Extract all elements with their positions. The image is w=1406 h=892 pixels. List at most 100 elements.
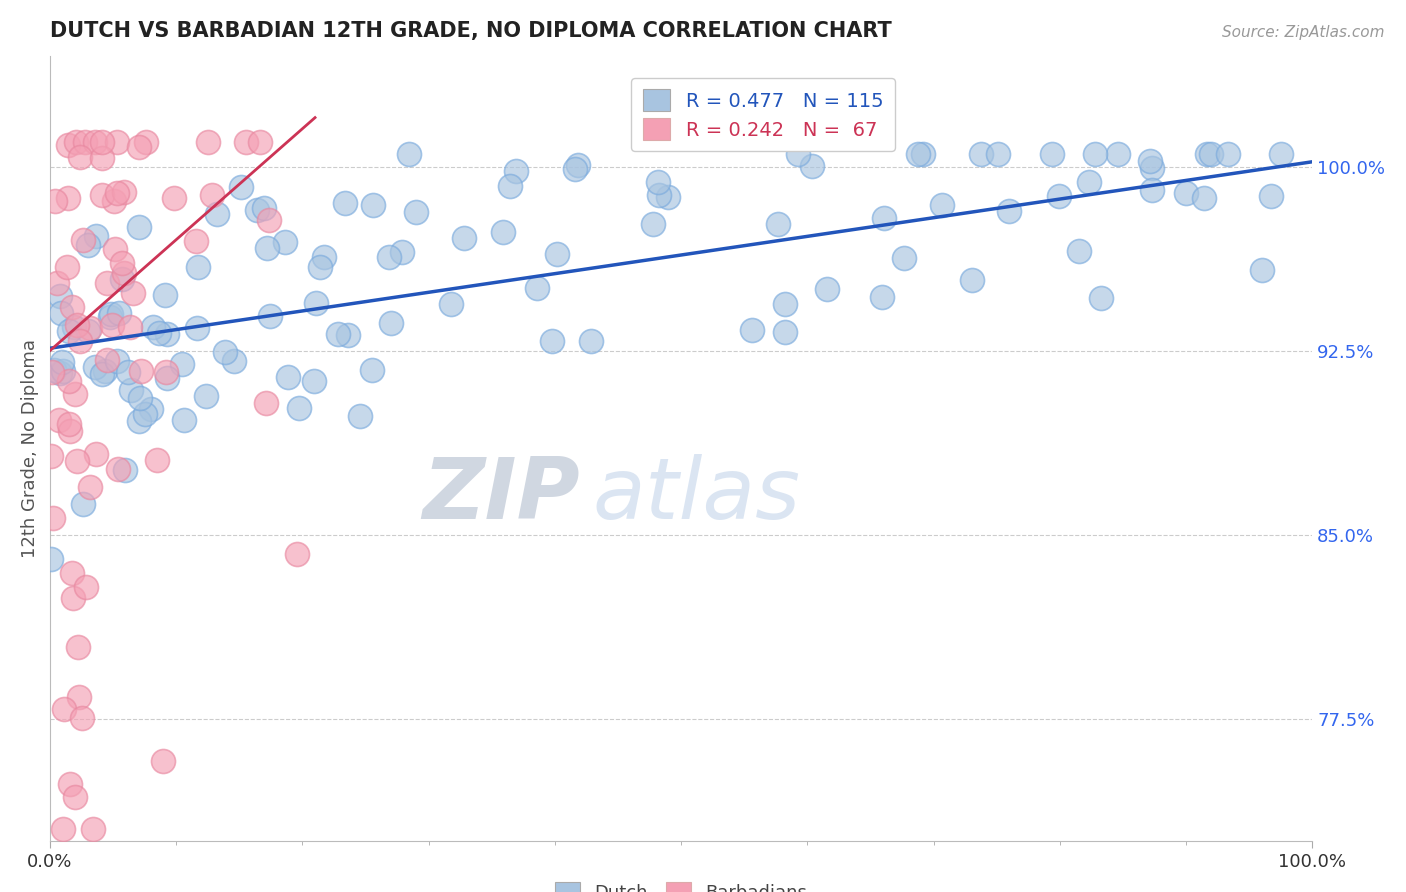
Point [259,213,281,227]
Point [98,310,121,324]
Point [1139,154,1161,169]
Point [259,309,281,323]
Point [333,195,356,210]
Point [105,353,128,368]
Point [128,139,150,153]
Point [960,273,983,287]
Point [70,711,93,725]
Point [987,147,1010,161]
Point [285,548,308,562]
Point [766,217,789,231]
Point [801,159,824,173]
Point [105,135,128,149]
Point [107,461,129,475]
Point [65,135,87,149]
Point [58,374,80,388]
Point [567,157,589,171]
Point [84,447,107,461]
Point [111,272,134,286]
Point [453,230,475,244]
Point [912,147,935,161]
Point [59,424,82,438]
Point [1069,244,1091,259]
Point [100,307,122,321]
Point [349,409,371,423]
Point [83,359,105,374]
Point [304,375,326,389]
Point [499,178,522,193]
Point [120,383,142,397]
Point [526,280,548,294]
Text: ZIP: ZIP [423,454,581,537]
Point [398,147,420,161]
Point [155,288,177,302]
Point [205,207,228,221]
Point [197,135,219,149]
Point [1107,147,1129,161]
Point [60,566,83,580]
Point [163,191,186,205]
Point [58,417,80,432]
Point [62,591,84,605]
Text: atlas: atlas [593,454,801,537]
Point [129,364,152,378]
Point [83,135,105,149]
Point [117,365,139,379]
Point [65,790,87,805]
Point [648,188,671,202]
Point [405,204,427,219]
Point [1140,183,1163,197]
Point [141,401,163,416]
Point [156,370,179,384]
Point [380,316,402,330]
Point [187,260,209,275]
Point [120,320,142,334]
Point [1195,147,1218,161]
Point [1194,191,1216,205]
Point [96,276,118,290]
Point [1270,147,1292,161]
Point [129,391,152,405]
Point [41,450,63,464]
Point [135,135,157,149]
Point [105,186,128,200]
Point [76,324,98,338]
Point [1090,291,1112,305]
Point [546,247,568,261]
Point [58,324,80,338]
Point [101,318,124,333]
Point [134,407,156,421]
Point [51,355,73,369]
Point [69,150,91,164]
Point [91,187,114,202]
Point [75,580,97,594]
Point [1077,175,1099,189]
Point [82,822,104,836]
Point [214,345,236,359]
Point [773,325,796,339]
Point [246,202,269,217]
Point [128,414,150,428]
Point [361,363,384,377]
Legend: R = 0.477   N = 115, R = 0.242   N =  67: R = 0.477 N = 115, R = 0.242 N = 67 [631,78,896,152]
Point [305,296,328,310]
Point [42,510,65,524]
Point [56,191,79,205]
Point [53,702,76,716]
Point [235,135,257,149]
Point [122,286,145,301]
Point [67,690,90,704]
Point [62,319,84,334]
Point [173,413,195,427]
Point [79,320,101,334]
Point [873,211,896,225]
Point [91,135,114,149]
Point [1040,147,1063,161]
Point [253,201,276,215]
Point [391,245,413,260]
Point [59,777,82,791]
Point [1140,161,1163,175]
Point [152,754,174,768]
Point [274,235,297,249]
Text: DUTCH VS BARBADIAN 12TH GRADE, NO DIPLOMA CORRELATION CHART: DUTCH VS BARBADIAN 12TH GRADE, NO DIPLOM… [51,21,891,41]
